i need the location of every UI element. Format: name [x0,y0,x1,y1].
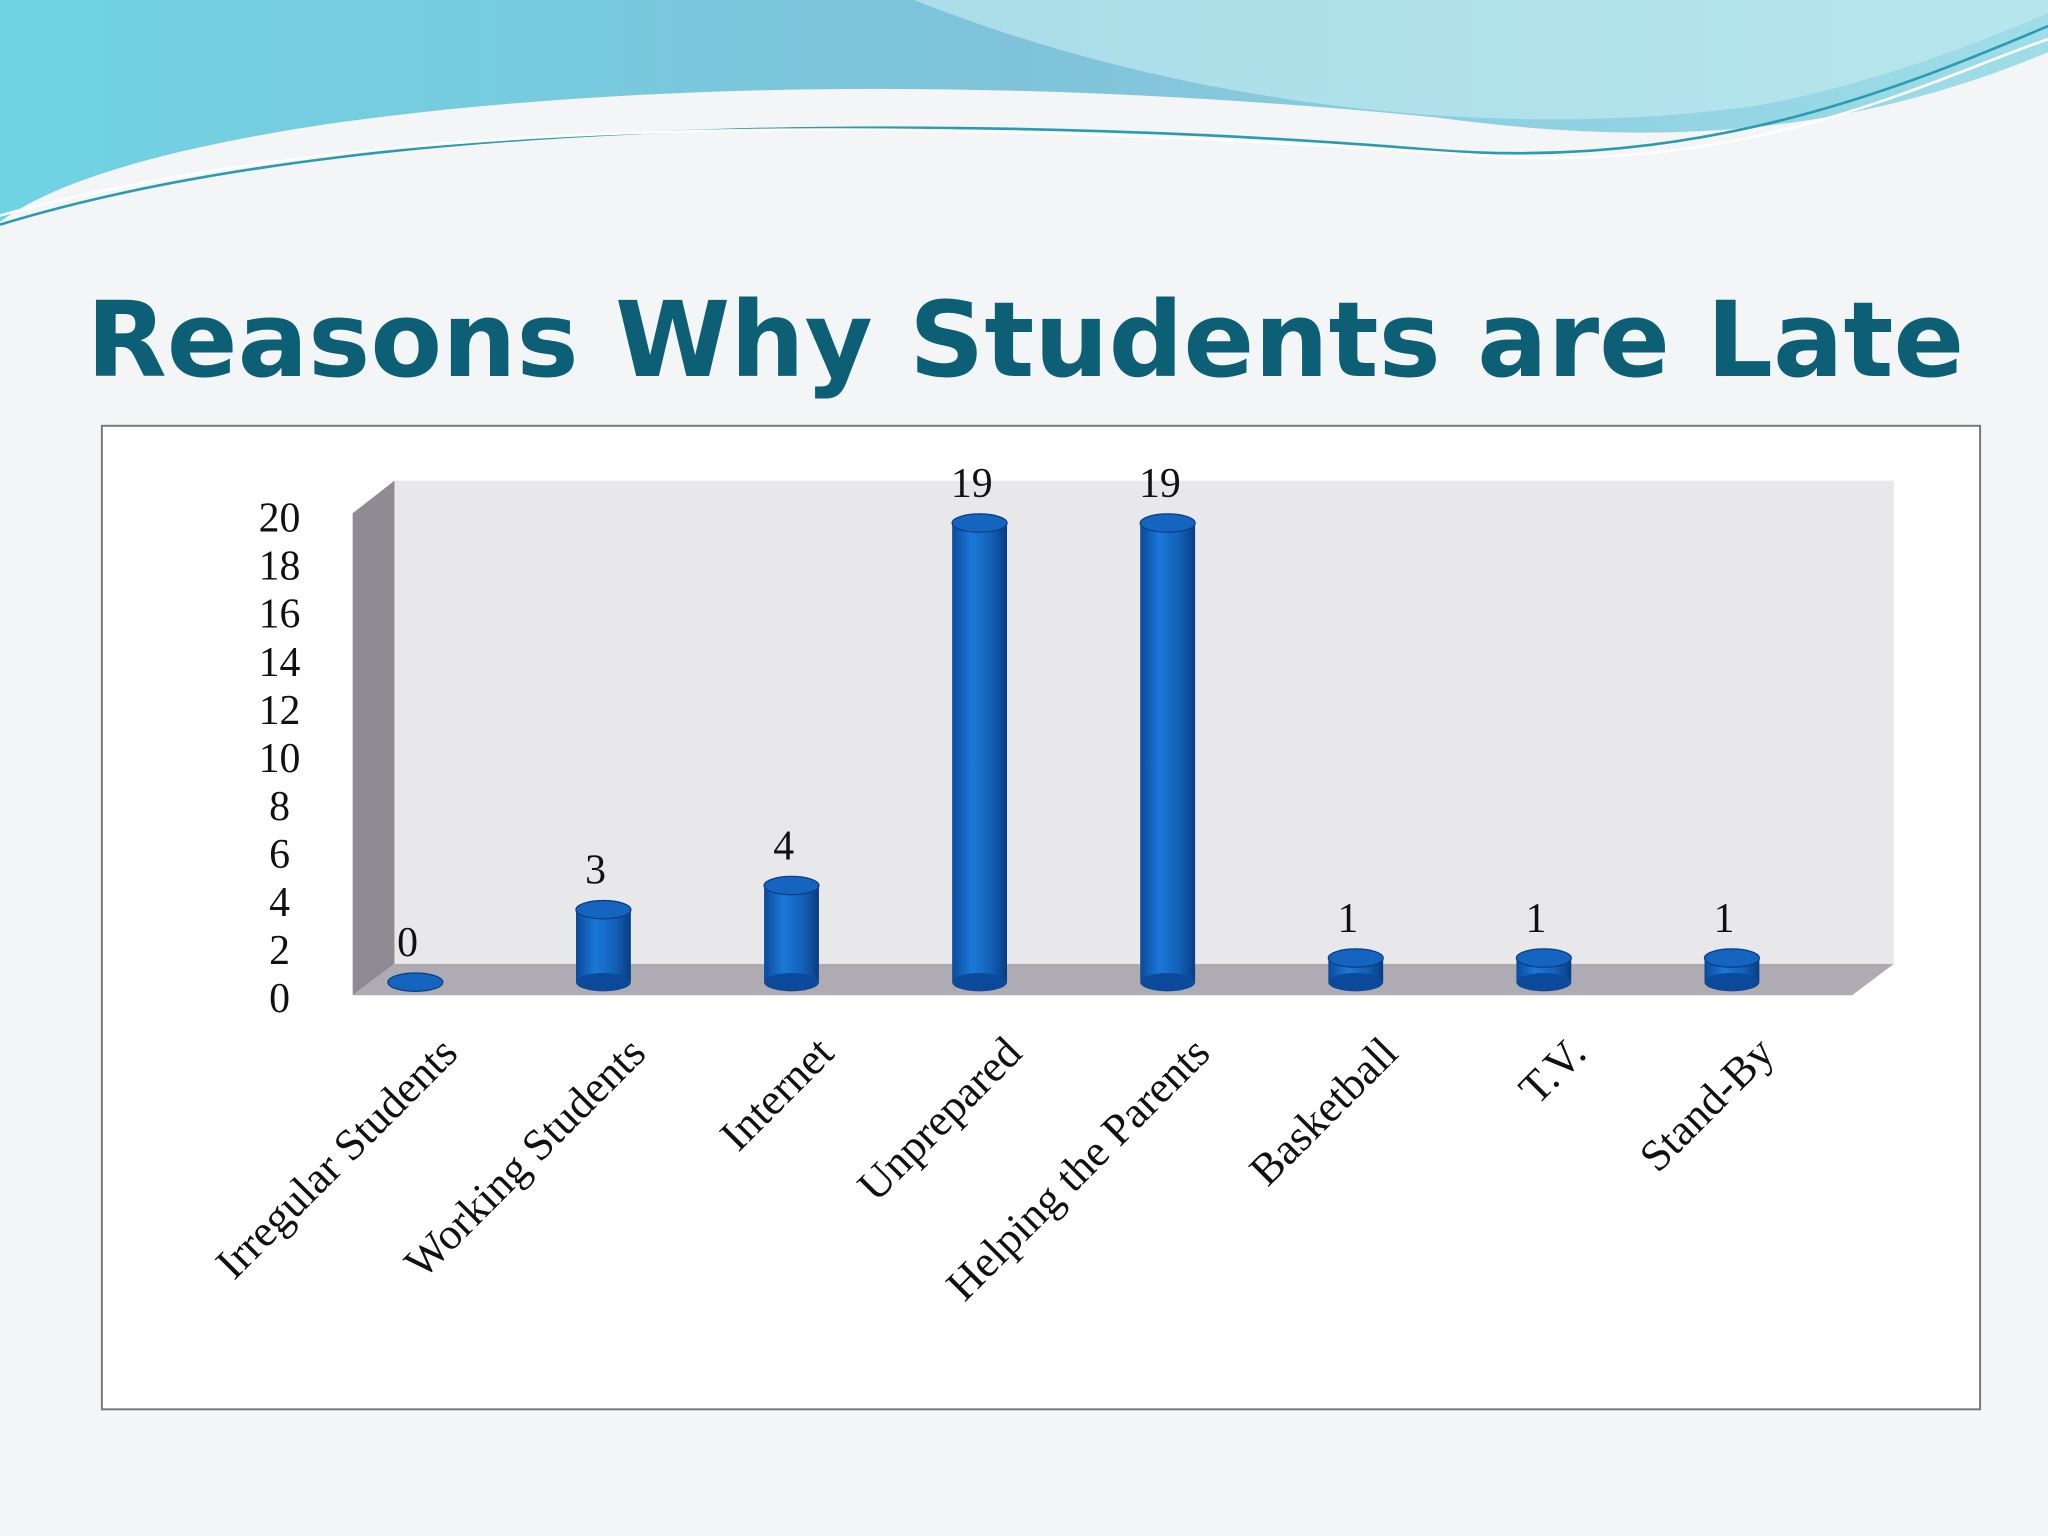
bar [1703,948,1760,992]
wave-line [0,24,2048,226]
data-label: 0 [397,920,418,966]
bar-top [763,875,820,896]
bar-bottom [576,973,631,992]
y-tick-label: 10 [259,736,301,782]
side-wall [352,480,395,996]
slide-title: Reasons Why Students are Late [86,279,1964,401]
y-tick-label: 18 [259,544,301,590]
bar-bottom [1328,973,1384,992]
bar [763,875,820,992]
bar-top [1515,948,1572,968]
bar-top [387,972,444,992]
y-tick-label: 20 [259,496,301,542]
y-tick-label: 16 [259,592,301,638]
bar [1327,948,1384,992]
data-label: 19 [951,461,993,507]
y-tick-label: 2 [269,928,290,974]
bar-bottom [764,973,819,992]
bar-body [576,909,631,983]
data-label: 19 [1139,461,1181,507]
bar-top [1139,513,1196,533]
bar [951,513,1008,992]
header-wave-light [914,0,2048,120]
data-label: 3 [585,848,606,894]
bar-top [951,513,1008,533]
bar-body [952,523,1008,983]
bar [1515,948,1572,992]
bar [575,899,632,992]
y-tick-label: 12 [259,688,301,734]
floor [352,963,1894,996]
bar-bottom [1704,973,1760,992]
bar-bottom [1140,973,1196,992]
wave-line [0,37,2048,217]
y-tick-label: 14 [259,640,301,686]
data-label: 4 [773,823,794,869]
bar-top [1327,948,1384,968]
bar-body [764,885,819,983]
y-tick-label: 8 [269,784,290,830]
bar-top [1703,948,1760,968]
data-label: 1 [1714,896,1735,942]
y-tick-label: 0 [269,976,290,1022]
bar-bottom [1516,973,1572,992]
bar-bottom [952,973,1008,992]
bar [387,972,444,992]
bar-top [575,899,632,920]
bar [1139,513,1196,992]
y-tick-label: 6 [269,832,290,878]
y-tick-label: 4 [269,880,290,926]
bar-body [1140,523,1196,983]
data-label: 1 [1526,896,1547,942]
data-label: 1 [1337,896,1358,942]
